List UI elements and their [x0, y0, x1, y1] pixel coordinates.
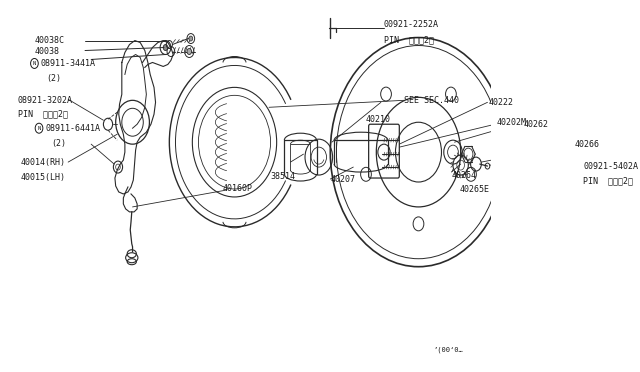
Text: ’(00‘0…: ’(00‘0… — [434, 346, 463, 353]
Text: 40266: 40266 — [574, 140, 599, 149]
Text: 00921-5402A: 00921-5402A — [583, 161, 638, 171]
Text: 40222: 40222 — [489, 98, 514, 107]
Text: 40265E: 40265E — [459, 186, 489, 195]
Text: SEE SEC.440: SEE SEC.440 — [404, 96, 459, 105]
Text: 00921-2252A: 00921-2252A — [384, 20, 439, 29]
Text: N: N — [33, 61, 36, 66]
Text: 40207: 40207 — [330, 174, 355, 183]
Circle shape — [189, 36, 193, 41]
Text: PIN  ビン（2）: PIN ビン（2） — [384, 35, 434, 44]
Text: 38514: 38514 — [271, 171, 296, 180]
Text: PIN  ビン（2）: PIN ビン（2） — [17, 110, 68, 119]
Text: 40210: 40210 — [365, 115, 390, 124]
Text: 08911-6441A: 08911-6441A — [45, 124, 100, 133]
Text: (2): (2) — [47, 74, 61, 83]
Text: 40038: 40038 — [35, 47, 60, 56]
Text: 40264: 40264 — [451, 170, 476, 180]
Text: 08921-3202A: 08921-3202A — [17, 96, 72, 105]
Text: 40038C: 40038C — [35, 36, 65, 45]
Text: 40160P: 40160P — [223, 185, 253, 193]
Text: 40202M: 40202M — [497, 118, 527, 127]
Text: 40262: 40262 — [524, 120, 548, 129]
Circle shape — [187, 48, 191, 54]
Text: (2): (2) — [51, 139, 67, 148]
Text: 08911-3441A: 08911-3441A — [40, 59, 95, 68]
Text: PIN  ビン（2）: PIN ビン（2） — [583, 177, 634, 186]
Text: N: N — [37, 126, 41, 131]
Text: 40015(LH): 40015(LH) — [20, 173, 66, 182]
Circle shape — [163, 45, 168, 51]
Text: 40014(RH): 40014(RH) — [20, 158, 66, 167]
